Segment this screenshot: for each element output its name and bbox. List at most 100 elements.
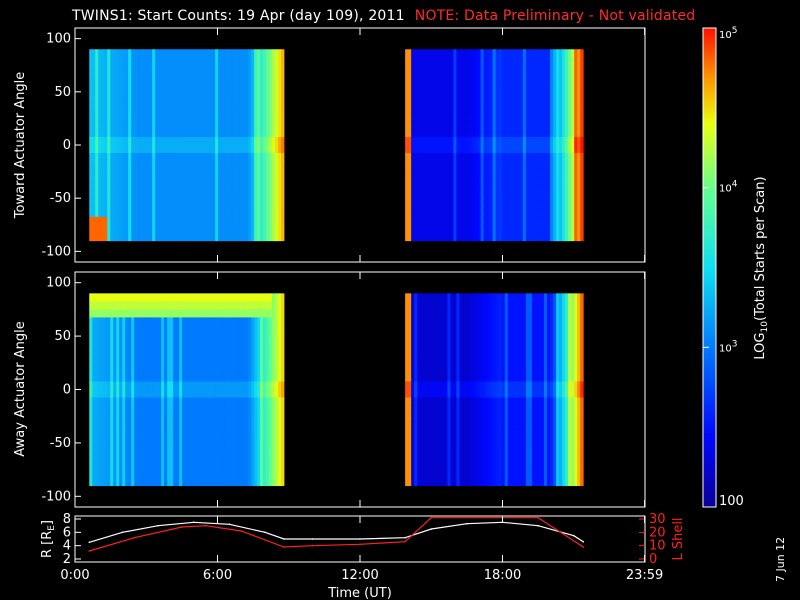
- heatmap-cell: [531, 105, 536, 114]
- heatmap-cell: [260, 97, 264, 106]
- heatmap-cell: [489, 160, 494, 170]
- heatmap-cell: [571, 57, 575, 66]
- heatmap-cell: [245, 200, 249, 210]
- heatmap-cell: [441, 373, 445, 382]
- heatmap-cell: [272, 397, 276, 406]
- heatmap-cell: [516, 216, 521, 226]
- heatmap-cell: [565, 97, 569, 106]
- heatmap-cell: [215, 145, 219, 154]
- heatmap-cell: [110, 421, 114, 430]
- heatmap-cell: [474, 184, 478, 194]
- heatmap-cell: [504, 208, 509, 218]
- heatmap-cell: [107, 429, 111, 438]
- heatmap-cell: [128, 405, 132, 414]
- heatmap-cell: [155, 293, 159, 302]
- heatmap-cell: [447, 184, 451, 194]
- heatmap-cell: [125, 317, 129, 326]
- heatmap-cell: [453, 73, 457, 82]
- heatmap-cell: [110, 317, 114, 326]
- heatmap-cell: [278, 192, 282, 202]
- heatmap-cell: [140, 145, 144, 154]
- heatmap-cell: [197, 397, 201, 406]
- heatmap-cell: [534, 57, 539, 66]
- heatmap-cell: [221, 413, 225, 422]
- heatmap-cell: [185, 421, 189, 430]
- heatmap-cell: [209, 224, 213, 234]
- heatmap-cell: [179, 357, 183, 366]
- heatmap-cell: [179, 365, 183, 374]
- heatmap-cell: [550, 49, 554, 58]
- heatmap-cell: [122, 381, 126, 390]
- heatmap-cell: [110, 389, 114, 398]
- heatmap-cell: [110, 293, 114, 302]
- heatmap-cell: [140, 192, 144, 202]
- heatmap-cell: [251, 57, 255, 66]
- heatmap-cell: [580, 81, 584, 90]
- heatmap-cell: [525, 168, 530, 178]
- heatmap-cell: [528, 81, 533, 90]
- heatmap-cell: [278, 293, 282, 302]
- heatmap-cell: [405, 216, 409, 226]
- heatmap-cell: [263, 445, 267, 454]
- heatmap-cell: [540, 168, 545, 178]
- heatmap-cell: [405, 445, 409, 454]
- heatmap-cell: [239, 168, 243, 178]
- heatmap-cell: [143, 365, 147, 374]
- heatmap-cell: [556, 224, 560, 234]
- heatmap-cell: [456, 65, 460, 74]
- heatmap-cell: [242, 373, 246, 382]
- heatmap-cell: [230, 453, 234, 462]
- heatmap-cell: [212, 429, 216, 438]
- heatmap-cell: [420, 129, 424, 138]
- heatmap-cell: [423, 168, 427, 178]
- heatmap-cell: [426, 453, 430, 462]
- heatmap-cell: [188, 145, 192, 154]
- heatmap-cell: [185, 137, 189, 146]
- heatmap-cell: [522, 57, 527, 66]
- heatmap-cell: [462, 145, 466, 154]
- heatmap-cell: [197, 89, 201, 98]
- heatmap-cell: [453, 413, 457, 422]
- heatmap-cell: [227, 65, 231, 74]
- heatmap-cell: [257, 421, 261, 430]
- heatmap-cell: [411, 65, 415, 74]
- heatmap-cell: [146, 145, 150, 154]
- heatmap-cell: [456, 437, 460, 446]
- heatmap-cell: [435, 208, 439, 218]
- heatmap-cell: [251, 333, 255, 342]
- heatmap-cell: [200, 97, 204, 106]
- heatmap-cell: [553, 129, 557, 138]
- heatmap-cell: [200, 461, 204, 471]
- heatmap-cell: [113, 445, 117, 454]
- heatmap-cell: [92, 413, 96, 422]
- heatmap-cell: [134, 129, 138, 138]
- heatmap-cell: [182, 421, 186, 430]
- heatmap-cell: [95, 224, 99, 234]
- heatmap-cell: [465, 121, 469, 130]
- heatmap-cell: [275, 145, 279, 154]
- heatmap-cell: [438, 57, 442, 66]
- heatmap-cell: [495, 137, 500, 146]
- heatmap-cell: [131, 105, 135, 114]
- heatmap-cell: [176, 176, 180, 186]
- heatmap-cell: [468, 81, 472, 90]
- heatmap-cell: [152, 168, 156, 178]
- heatmap-cell: [179, 65, 183, 74]
- heatmap-cell: [260, 184, 264, 194]
- heatmap-cell: [119, 301, 123, 310]
- heatmap-cell: [242, 89, 246, 98]
- heatmap-cell: [98, 389, 102, 398]
- heatmap-cell: [242, 129, 246, 138]
- heatmap-cell: [98, 208, 102, 218]
- heatmap-cell: [577, 113, 581, 122]
- heatmap-cell: [275, 389, 279, 398]
- heatmap-cell: [248, 168, 252, 178]
- heatmap-cell: [176, 73, 180, 82]
- heatmap-cell: [191, 65, 195, 74]
- heatmap-cell: [92, 57, 96, 66]
- heatmap-cell: [158, 49, 162, 58]
- heatmap-cell: [176, 97, 180, 106]
- heatmap-cell: [278, 389, 282, 398]
- heatmap-cell: [158, 477, 162, 487]
- heatmap-cell: [188, 184, 192, 194]
